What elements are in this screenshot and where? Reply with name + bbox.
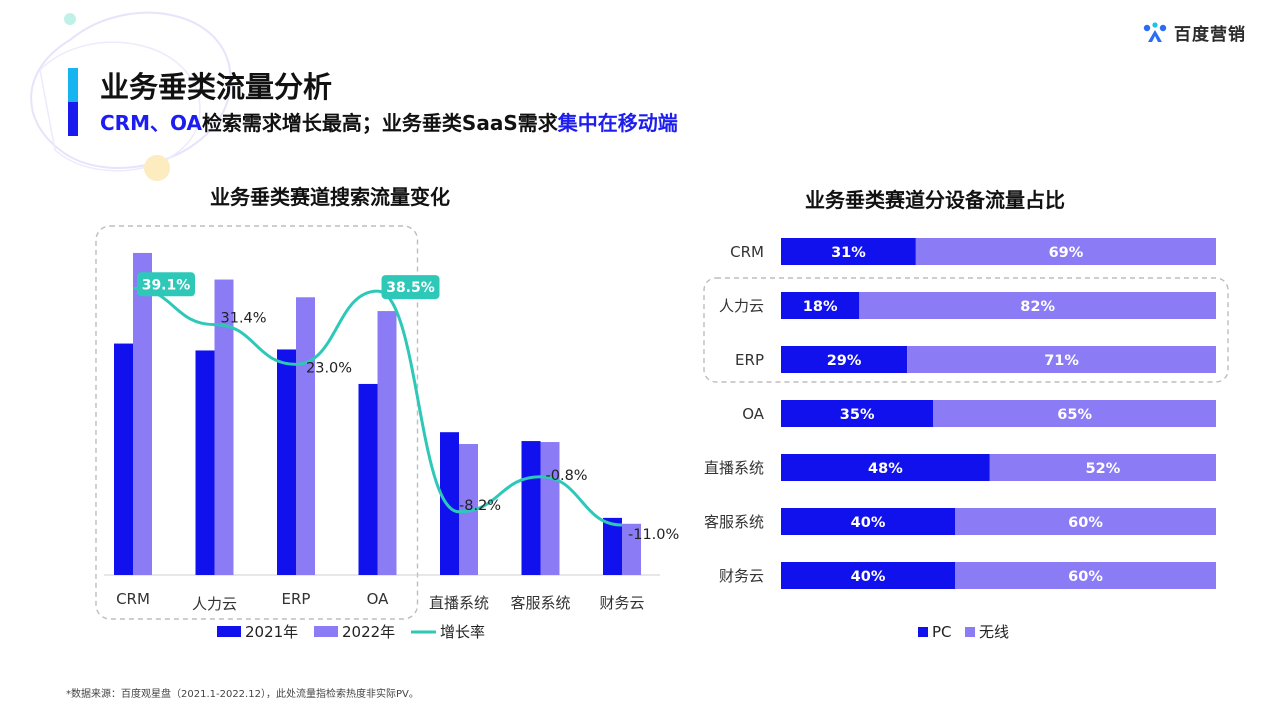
- bar-pc-6: [781, 562, 955, 589]
- value-label-wireless-0: 69%: [1049, 245, 1084, 261]
- search-traffic-chart: CRM 人力云 ERP OA 直播系统 客服系统 财务云 39.1% 31.4% 23.0% 38.…: [95, 225, 679, 641]
- legend-swatch-wireless: [965, 627, 975, 637]
- bar-pc-1: [781, 292, 860, 319]
- growth-badge-0: [137, 272, 195, 297]
- bar-2021-4: [440, 432, 459, 575]
- subtitle-highlight-2: 集中在移动端: [557, 111, 678, 135]
- bar-2021-0: [114, 343, 133, 575]
- category-label-5: 客服系统: [704, 513, 764, 531]
- legend-label-2021: 2021年: [245, 623, 298, 641]
- bar-wireless-1: [859, 292, 1216, 319]
- highlight-box: [95, 225, 419, 620]
- value-label-pc-3: 35%: [840, 407, 875, 423]
- right-chart-title: 业务垂类赛道分设备流量占比: [805, 188, 1065, 212]
- background-decoration: [30, 11, 232, 181]
- growth-label-6: -11.0%: [628, 527, 679, 543]
- category-label-4: 直播系统: [704, 459, 764, 477]
- bar-2021-3: [358, 383, 378, 575]
- highlight-box: [703, 277, 1229, 383]
- bar-wireless-4: [989, 454, 1216, 481]
- category-label-6: 财务云: [599, 594, 644, 612]
- baidu-marketing-logo-icon: [1143, 21, 1167, 42]
- value-label-pc-2: 29%: [827, 353, 862, 369]
- growth-label-3: 38.5%: [386, 280, 435, 296]
- growth-badge-3: [381, 275, 440, 300]
- value-label-pc-0: 31%: [831, 245, 866, 261]
- brand-logo: 百度营销: [1142, 20, 1246, 45]
- value-label-pc-4: 48%: [868, 461, 903, 477]
- legend-label-wireless: 无线: [979, 623, 1009, 641]
- value-label-wireless-3: 65%: [1057, 407, 1092, 423]
- value-label-pc-6: 40%: [851, 569, 886, 585]
- value-label-wireless-4: 52%: [1086, 461, 1121, 477]
- bar-pc-2: [781, 346, 908, 373]
- bar-wireless-5: [955, 508, 1216, 535]
- growth-label-1: 31.4%: [221, 311, 267, 327]
- bar-2022-2: [296, 297, 315, 575]
- category-label-6: 财务云: [719, 567, 764, 585]
- bar-2022-0: [133, 252, 152, 576]
- category-label-3: OA: [367, 590, 390, 608]
- bar-pc-5: [781, 508, 955, 535]
- bar-2021-6: [603, 517, 622, 575]
- category-label-3: OA: [742, 405, 765, 423]
- bar-wireless-0: [915, 238, 1216, 265]
- category-label-4: 直播系统: [429, 594, 489, 612]
- value-label-wireless-2: 71%: [1044, 353, 1079, 369]
- value-label-wireless-1: 82%: [1020, 299, 1055, 315]
- category-label-1: 人力云: [719, 297, 764, 315]
- bar-pc-0: [781, 238, 916, 265]
- bar-pc-4: [781, 454, 990, 481]
- legend-label-2022: 2022年: [342, 623, 395, 641]
- value-label-wireless-5: 60%: [1068, 515, 1103, 531]
- value-label-pc-5: 40%: [851, 515, 886, 531]
- legend-swatch-2022: [314, 626, 338, 637]
- bar-wireless-2: [907, 346, 1216, 373]
- value-label-wireless-6: 60%: [1068, 569, 1103, 585]
- legend-label-growth: 增长率: [440, 623, 485, 641]
- left-chart-title: 业务垂类赛道搜索流量变化: [210, 185, 450, 209]
- bar-2022-6: [622, 523, 641, 575]
- source-footnote: *数据来源：百度观星盘（2021.1-2022.12），此处流量指检索热度非实际…: [66, 689, 419, 700]
- page-title: 业务垂类流量分析: [100, 70, 333, 104]
- title-accent-bar: [68, 68, 78, 136]
- legend-label-pc: PC: [932, 623, 952, 641]
- bar-2022-3: [377, 311, 397, 575]
- legend-swatch-2021: [217, 626, 241, 637]
- category-label-2: ERP: [735, 351, 764, 369]
- growth-label-4: -8.2%: [459, 498, 501, 514]
- device-share-chart: 31% 69% CRM 18% 82% 人力云 29% 71% ERP 35% 65% OA 48% 52…: [703, 238, 1229, 641]
- page-subtitle: CRM、OA检索需求增长最高；业务垂类SaaS需求集中在移动端: [100, 107, 678, 136]
- bar-2022-1: [214, 279, 234, 575]
- bar-2021-1: [195, 350, 215, 575]
- category-label-0: CRM: [730, 243, 764, 261]
- bar-pc-3: [781, 400, 934, 427]
- bar-2022-5: [540, 442, 560, 575]
- category-label-2: ERP: [282, 590, 311, 608]
- bar-2021-5: [521, 441, 541, 575]
- bar-2021-2: [277, 349, 296, 575]
- legend-swatch-pc: [918, 627, 928, 637]
- bar-wireless-6: [955, 562, 1216, 589]
- subtitle-text: 检索需求增长最高；业务垂类SaaS需求: [201, 111, 558, 135]
- bar-wireless-3: [933, 400, 1216, 427]
- category-label-1: 人力云: [192, 595, 237, 613]
- value-label-pc-1: 18%: [803, 299, 838, 315]
- bar-2022-4: [459, 444, 478, 575]
- brand-name: 百度营销: [1174, 25, 1246, 45]
- category-label-5: 客服系统: [510, 594, 570, 612]
- growth-label-5: -0.8%: [546, 468, 588, 484]
- category-label-0: CRM: [116, 590, 150, 608]
- subtitle-highlight-1: CRM、OA: [100, 111, 202, 135]
- growth-label-2: 23.0%: [306, 360, 352, 376]
- growth-label-0: 39.1%: [142, 277, 191, 293]
